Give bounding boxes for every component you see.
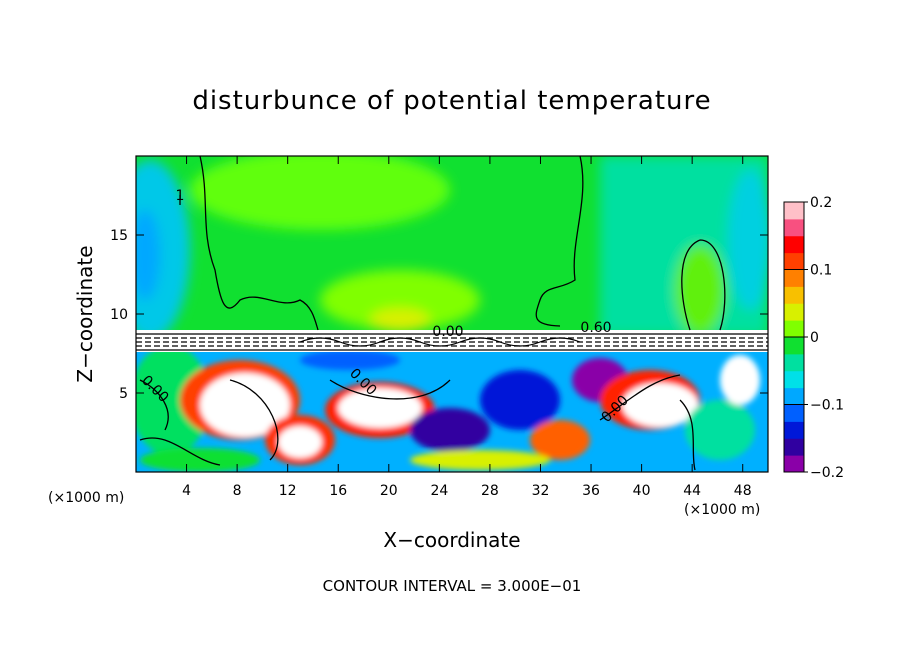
colorbar-swatch-11	[784, 269, 804, 287]
x-tick-label-1: 8	[233, 483, 242, 499]
x-axis-label: X−coordinate	[383, 528, 521, 552]
colorbar-swatch-1	[784, 438, 804, 456]
x-tick-label-5: 24	[430, 483, 448, 499]
colorbar-label-1: 0.1	[810, 263, 832, 279]
y-tick-label-2: 15	[110, 228, 128, 244]
contour-interval-note: CONTOUR INTERVAL = 3.000E−01	[322, 577, 582, 595]
contour-label-5: 1	[176, 188, 185, 204]
colorbar: 0.2 0.1 0 −0.1 −0.2	[783, 195, 844, 481]
colorbar-swatch-4	[784, 387, 804, 405]
colorbar-swatch-6	[784, 353, 804, 372]
colorbar-swatch-2	[784, 421, 804, 439]
x-tick-label-8: 36	[582, 483, 600, 499]
colorbar-label-4: −0.2	[810, 465, 844, 481]
chart-title: disturbunce of potential temperature	[192, 86, 712, 116]
x-tick-label-10: 44	[683, 483, 701, 499]
x-tick-label-7: 32	[532, 483, 550, 499]
x-axis: 4 8 12 16 20 24 28 32 36 40 44 48	[182, 156, 752, 499]
x-tick-label-11: 48	[734, 483, 752, 499]
colorbar-swatch-0	[784, 455, 804, 473]
colorbar-swatch-3	[784, 404, 804, 422]
x-tick-label-4: 20	[380, 483, 398, 499]
y-axis: 5 10 15	[110, 228, 768, 402]
x-unit-left: (×1000 m)	[48, 490, 125, 506]
contour-label-0: 0.00	[432, 324, 463, 340]
colorbar-label-3: −0.1	[810, 398, 844, 414]
colorbar-swatch-9	[784, 303, 804, 321]
colorbar-swatch-12	[784, 252, 804, 270]
y-tick-label-1: 10	[110, 307, 128, 323]
colorbar-swatch-13	[784, 235, 804, 254]
x-unit-right: (×1000 m)	[684, 502, 761, 518]
colorbar-label-2: 0	[810, 330, 819, 346]
x-tick-label-6: 28	[481, 483, 499, 499]
colorbar-swatch-7	[784, 337, 804, 355]
colorbar-swatch-8	[784, 320, 804, 338]
colorbar-swatch-10	[784, 286, 804, 304]
contour-label-1: 0.60	[580, 320, 611, 336]
temperature-field	[136, 156, 768, 472]
colorbar-swatch-15	[784, 202, 804, 220]
x-tick-label-0: 4	[182, 483, 191, 499]
colorbar-label-0: 0.2	[810, 195, 832, 211]
x-tick-label-3: 16	[329, 483, 347, 499]
colorbar-swatch-5	[784, 370, 804, 389]
x-tick-label-9: 40	[633, 483, 651, 499]
y-tick-label-0: 5	[119, 386, 128, 402]
x-tick-label-2: 12	[279, 483, 297, 499]
colorbar-swatch-14	[784, 218, 804, 237]
y-axis-label: Z−coordinate	[73, 245, 97, 383]
